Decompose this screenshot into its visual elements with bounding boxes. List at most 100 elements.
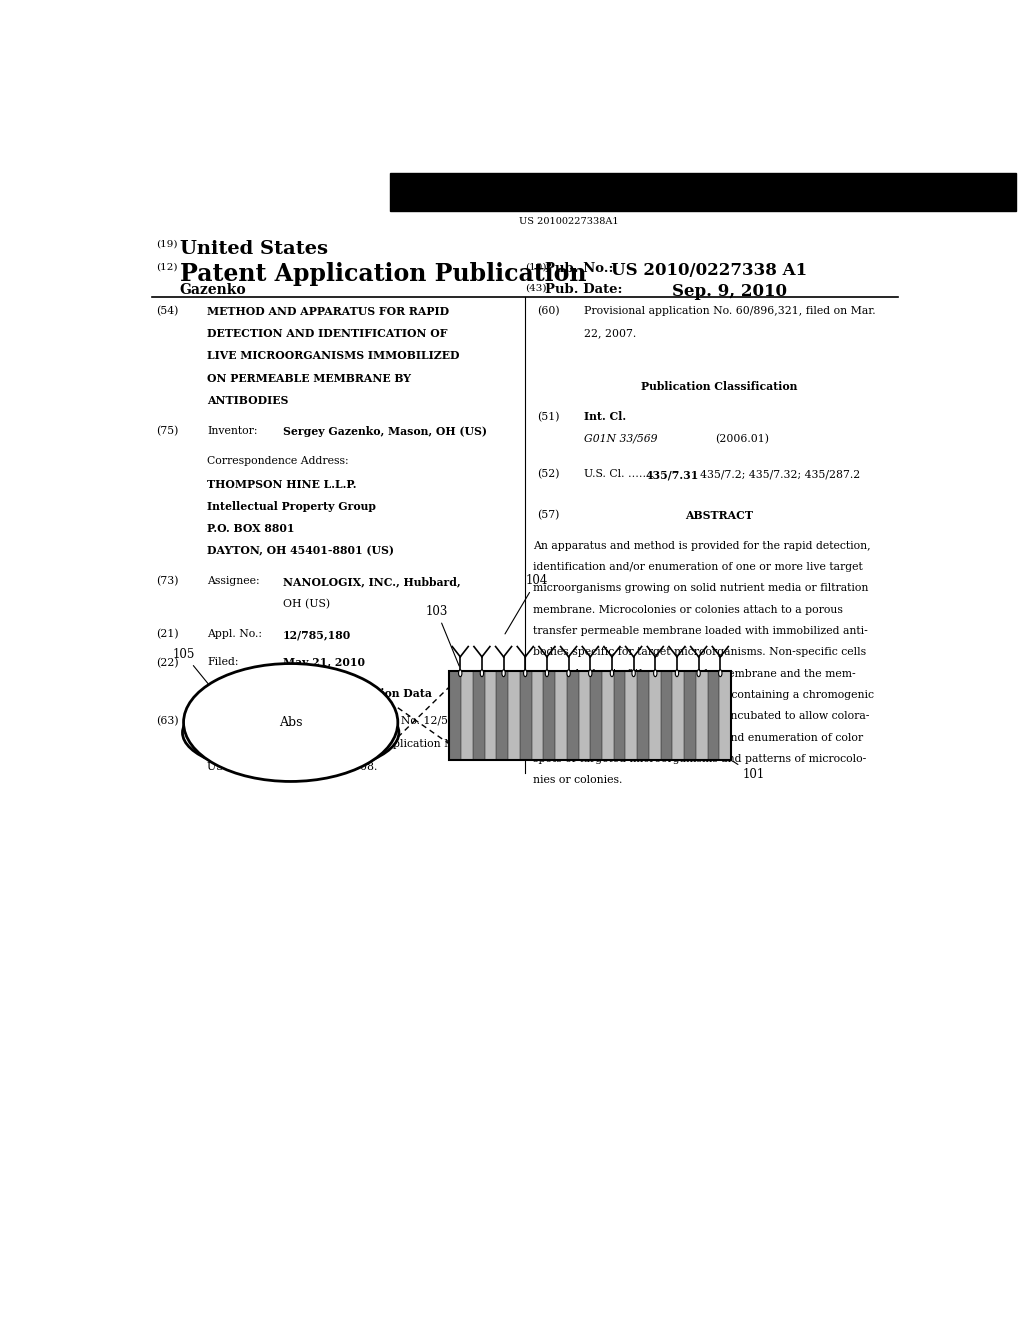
Text: Filed:: Filed: — [207, 657, 239, 668]
Text: bodies specific for target microorganisms. Non-specific cells: bodies specific for target microorganism… — [532, 647, 866, 657]
Text: (63): (63) — [156, 717, 178, 727]
Ellipse shape — [632, 669, 635, 677]
Text: United States: United States — [179, 240, 328, 257]
Text: Publication Classification: Publication Classification — [641, 381, 798, 392]
Text: microorganisms growing on solid nutrient media or filtration: microorganisms growing on solid nutrient… — [532, 583, 868, 593]
Bar — [450, 671, 461, 760]
Text: tion and subsequent identification and enumeration of color: tion and subsequent identification and e… — [532, 733, 863, 743]
Ellipse shape — [675, 669, 679, 677]
Text: (57): (57) — [537, 510, 559, 520]
Text: Abs: Abs — [279, 715, 302, 729]
Bar — [602, 671, 613, 760]
Text: transfer permeable membrane loaded with immobilized anti-: transfer permeable membrane loaded with … — [532, 626, 867, 636]
Bar — [649, 671, 660, 760]
Text: (19): (19) — [156, 240, 177, 248]
Text: May 21, 2010: May 21, 2010 — [283, 657, 365, 668]
Text: Int. Cl.: Int. Cl. — [585, 412, 627, 422]
Text: Inventor:: Inventor: — [207, 426, 258, 436]
Text: are washed out of the permeable membrane and the mem-: are washed out of the permeable membrane… — [532, 669, 855, 678]
Bar — [637, 671, 649, 760]
Text: (73): (73) — [156, 576, 178, 586]
Ellipse shape — [589, 669, 592, 677]
Ellipse shape — [459, 669, 462, 677]
Bar — [567, 671, 579, 760]
Ellipse shape — [653, 669, 657, 677]
Text: spots of targeted microorganisms and patterns of microcolo-: spots of targeted microorganisms and pat… — [532, 754, 866, 764]
Bar — [508, 671, 520, 760]
Bar — [579, 671, 590, 760]
Ellipse shape — [545, 669, 549, 677]
Bar — [613, 671, 626, 760]
Bar — [520, 671, 531, 760]
Ellipse shape — [182, 692, 399, 774]
Bar — [660, 671, 673, 760]
Text: THOMPSON HINE L.L.P.: THOMPSON HINE L.L.P. — [207, 479, 356, 490]
Bar — [626, 671, 637, 760]
Bar — [450, 671, 731, 760]
Text: US 2010/0227338 A1: US 2010/0227338 A1 — [610, 263, 807, 279]
Text: (10): (10) — [524, 263, 546, 271]
Text: (54): (54) — [156, 306, 178, 315]
Bar — [555, 671, 567, 760]
Ellipse shape — [610, 669, 613, 677]
Text: ANTIBODIES: ANTIBODIES — [207, 395, 289, 407]
Ellipse shape — [697, 669, 700, 677]
Ellipse shape — [502, 669, 505, 677]
Text: 12/785,180: 12/785,180 — [283, 630, 351, 640]
Text: (12): (12) — [156, 263, 177, 271]
Text: Intellectual Property Group: Intellectual Property Group — [207, 500, 376, 512]
Bar — [473, 671, 484, 760]
Text: (2006.01): (2006.01) — [715, 434, 769, 444]
Text: brane then is placed on a container containing a chromogenic: brane then is placed on a container cont… — [532, 690, 873, 700]
Ellipse shape — [523, 669, 527, 677]
Text: Sergey Gazenko, Mason, OH (US): Sergey Gazenko, Mason, OH (US) — [283, 426, 486, 437]
Bar — [720, 671, 731, 760]
Text: Gazenko: Gazenko — [179, 284, 246, 297]
Text: OH (US): OH (US) — [283, 598, 330, 609]
Text: NANOLOGIX, INC., Hubbard,: NANOLOGIX, INC., Hubbard, — [283, 576, 461, 587]
Bar — [673, 671, 684, 760]
Bar — [390, 173, 1016, 211]
Text: US08/03826 on Mar. 24, 2008.: US08/03826 on Mar. 24, 2008. — [207, 762, 378, 771]
Text: (43): (43) — [524, 284, 546, 293]
Text: 103: 103 — [426, 605, 459, 667]
Text: filed on Mar. 16, 2010, filed as application No. PCT/: filed on Mar. 16, 2010, filed as applica… — [207, 739, 494, 748]
Text: 104: 104 — [505, 574, 548, 634]
Bar — [461, 671, 473, 760]
Bar — [696, 671, 708, 760]
Text: and/or a fluorogenic substrate and incubated to allow colora-: and/or a fluorogenic substrate and incub… — [532, 711, 869, 721]
Text: DAYTON, OH 45401-8801 (US): DAYTON, OH 45401-8801 (US) — [207, 545, 394, 557]
Text: (22): (22) — [156, 657, 178, 668]
Text: Appl. No.:: Appl. No.: — [207, 630, 262, 639]
Bar — [590, 671, 602, 760]
Text: Provisional application No. 60/896,321, filed on Mar.: Provisional application No. 60/896,321, … — [585, 306, 876, 315]
Text: Sep. 9, 2010: Sep. 9, 2010 — [672, 284, 786, 301]
Text: ON PERMEABLE MEMBRANE BY: ON PERMEABLE MEMBRANE BY — [207, 372, 412, 384]
Bar — [484, 671, 497, 760]
Bar — [531, 671, 544, 760]
Ellipse shape — [183, 664, 397, 781]
Text: 435/7.31: 435/7.31 — [645, 470, 698, 480]
Text: Assignee:: Assignee: — [207, 576, 260, 586]
Text: Pub. Date:: Pub. Date: — [545, 284, 623, 297]
Text: 105: 105 — [173, 648, 214, 690]
Text: ; 435/7.2; 435/7.32; 435/287.2: ; 435/7.2; 435/7.32; 435/287.2 — [693, 470, 860, 479]
Text: Related U.S. Application Data: Related U.S. Application Data — [252, 688, 432, 700]
Text: Correspondence Address:: Correspondence Address: — [207, 457, 349, 466]
Text: U.S. Cl. ……: U.S. Cl. …… — [585, 470, 653, 479]
Ellipse shape — [480, 669, 483, 677]
Text: Pub. No.:: Pub. No.: — [545, 263, 613, 275]
Bar — [497, 671, 508, 760]
Text: Continuation-in-part of application No. 12/532,501,: Continuation-in-part of application No. … — [207, 717, 490, 726]
Bar — [708, 671, 720, 760]
Text: identification and/or enumeration of one or more live target: identification and/or enumeration of one… — [532, 562, 862, 572]
Text: (21): (21) — [156, 630, 178, 639]
Text: P.O. BOX 8801: P.O. BOX 8801 — [207, 523, 295, 535]
Text: DETECTION AND IDENTIFICATION OF: DETECTION AND IDENTIFICATION OF — [207, 329, 447, 339]
Text: Patent Application Publication: Patent Application Publication — [179, 263, 586, 286]
Text: (52): (52) — [537, 470, 559, 479]
Text: nies or colonies.: nies or colonies. — [532, 775, 623, 785]
Text: G01N 33/569: G01N 33/569 — [585, 434, 657, 444]
Text: (75): (75) — [156, 426, 178, 436]
Text: ABSTRACT: ABSTRACT — [685, 510, 754, 521]
